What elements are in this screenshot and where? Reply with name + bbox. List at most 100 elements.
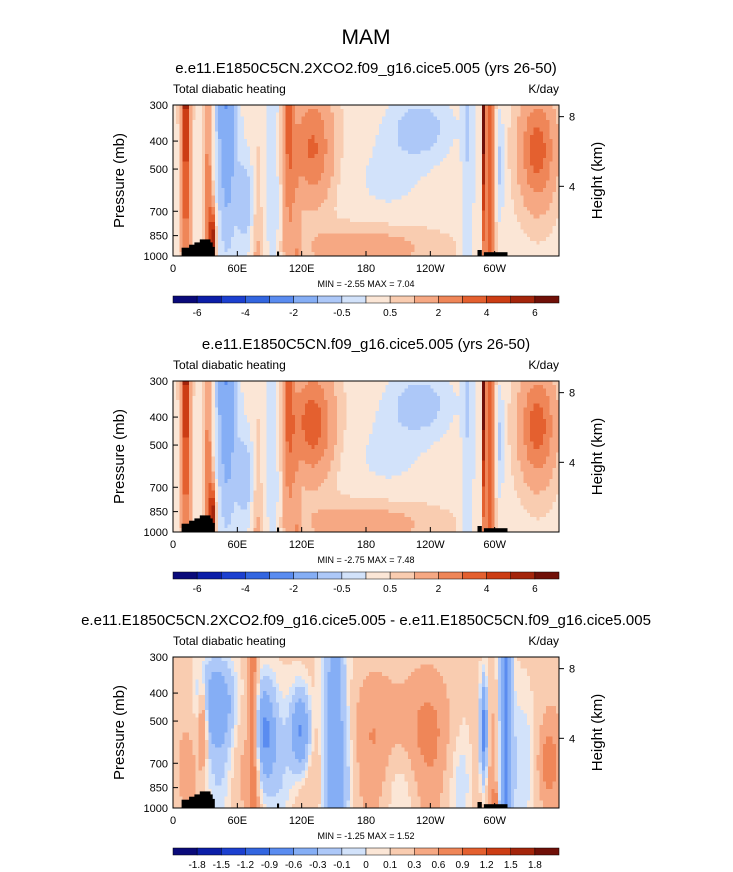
heatmap-cell — [298, 240, 303, 246]
heatmap-cell — [523, 169, 528, 174]
heatmap-cell — [520, 233, 525, 238]
heatmap-cell — [382, 123, 386, 129]
heatmap-cell — [459, 123, 463, 129]
heatmap-cell — [253, 142, 258, 147]
heatmap-cell — [198, 184, 203, 189]
heatmap-cell — [439, 154, 444, 159]
heatmap-cell — [452, 105, 457, 110]
heatmap-cell — [452, 210, 457, 215]
heatmap-cell — [211, 222, 216, 227]
heatmap-cell — [253, 195, 258, 200]
heatmap-cell — [523, 381, 528, 386]
heatmap-cell — [497, 105, 502, 110]
heatmap-cell — [391, 123, 396, 129]
heatmap-cell — [218, 154, 222, 159]
heatmap-cell — [549, 146, 553, 151]
heatmap-cell — [552, 180, 557, 185]
heatmap-cell — [398, 206, 402, 212]
heatmap-cell — [205, 206, 209, 212]
heatmap-cell — [513, 225, 518, 230]
heatmap-cell — [510, 150, 515, 155]
heatmap-cell — [288, 240, 293, 246]
heatmap-cell — [478, 214, 483, 219]
heatmap-cell — [246, 214, 251, 219]
heatmap-cell — [417, 131, 422, 136]
heatmap-cell — [266, 244, 270, 249]
heatmap-cell — [526, 135, 531, 140]
heatmap-cell — [340, 105, 344, 110]
heatmap-cell — [449, 169, 454, 174]
heatmap-cell — [401, 191, 405, 196]
heatmap-cell — [295, 123, 299, 129]
heatmap-cell — [378, 150, 383, 155]
heatmap-cell — [359, 184, 364, 189]
heatmap-cell — [224, 252, 229, 257]
heatmap-cell — [439, 199, 444, 204]
heatmap-cell — [221, 237, 225, 242]
heatmap-cell — [266, 169, 270, 174]
heatmap-cell — [359, 248, 364, 253]
heatmap-cell — [504, 210, 508, 215]
heatmap-cell — [218, 252, 222, 257]
heatmap-cell — [218, 218, 222, 223]
heatmap-cell — [546, 222, 550, 227]
heatmap-cell — [340, 154, 344, 159]
heatmap-cell — [246, 142, 251, 147]
heatmap-cell — [314, 146, 319, 151]
heatmap-cell — [555, 214, 560, 219]
heatmap-cell — [407, 131, 412, 136]
heatmap-cell — [478, 222, 483, 227]
heatmap-cell — [317, 131, 322, 136]
heatmap-cell — [340, 150, 344, 155]
heatmap-cell — [555, 244, 560, 249]
heatmap-cell — [372, 237, 377, 242]
heatmap-cell — [542, 169, 547, 174]
heatmap-cell — [462, 191, 467, 196]
heatmap-cell — [369, 229, 373, 234]
heatmap-cell — [427, 154, 431, 159]
heatmap-cell — [337, 169, 341, 174]
heatmap-cell — [533, 381, 537, 386]
heatmap-cell — [552, 105, 557, 110]
heatmap-cell — [292, 210, 296, 215]
heatmap-cell — [234, 105, 238, 110]
heatmap-cell — [308, 157, 312, 163]
heatmap-cell — [314, 237, 319, 242]
heatmap-cell — [272, 195, 277, 200]
heatmap-cell — [189, 381, 193, 386]
heatmap-cell — [179, 252, 184, 257]
heatmap-cell — [250, 222, 254, 227]
heatmap-cell — [173, 176, 177, 181]
heatmap-cell — [536, 225, 541, 230]
heatmap-cell — [230, 214, 235, 219]
heatmap-cell — [539, 203, 544, 208]
heatmap-cell — [340, 222, 344, 227]
heatmap-cell — [394, 150, 399, 155]
heatmap-cell — [378, 105, 383, 110]
heatmap-cell — [343, 161, 348, 166]
heatmap-cell — [201, 206, 206, 212]
heatmap-cell — [366, 248, 370, 253]
heatmap-cell — [465, 150, 470, 155]
heatmap-cell — [179, 203, 184, 208]
heatmap-cell — [375, 229, 380, 234]
heatmap-cell — [417, 146, 422, 151]
heatmap-cell — [507, 169, 512, 174]
heatmap-cell — [375, 233, 380, 238]
heatmap-cell — [250, 131, 254, 136]
heatmap-cell — [555, 120, 560, 125]
heatmap-cell — [269, 203, 274, 208]
heatmap-cell — [237, 176, 241, 181]
heatmap-cell — [417, 248, 422, 253]
heatmap-cell — [459, 150, 463, 155]
heatmap-cell — [430, 146, 434, 151]
heatmap-cell — [288, 225, 293, 230]
heatmap-cell — [385, 252, 389, 257]
heatmap-cell — [504, 157, 508, 163]
heatmap-cell — [279, 161, 283, 166]
heatmap-cell — [420, 244, 425, 249]
heatmap-cell — [404, 210, 409, 215]
heatmap-cell — [211, 138, 216, 144]
heatmap-cell — [513, 142, 518, 147]
heatmap-cell — [520, 161, 525, 166]
